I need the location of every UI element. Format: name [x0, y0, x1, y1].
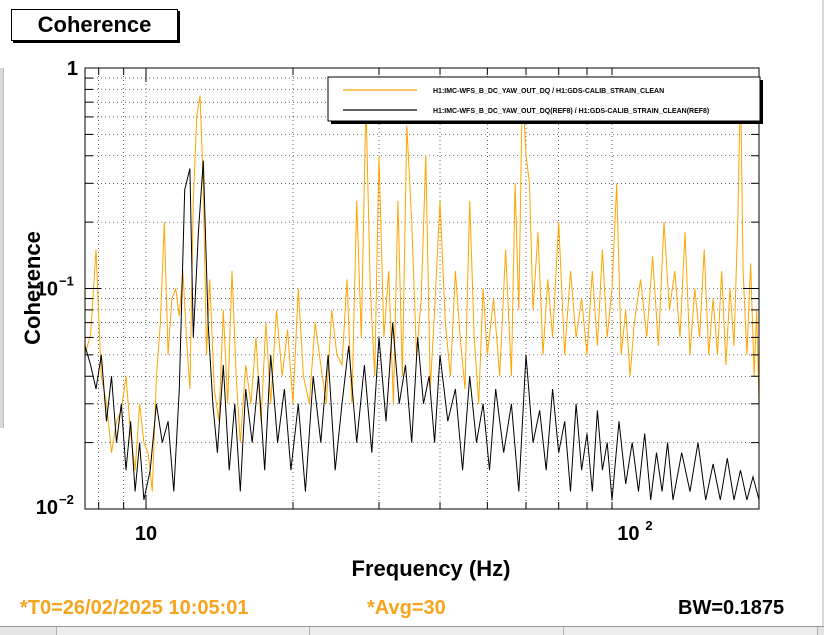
footer-avg: *Avg=30: [367, 597, 446, 619]
legend: H1:IMC-WFS_B_DC_YAW_OUT_DQ / H1:GDS-CALI…: [327, 76, 763, 124]
left-window-edge: [0, 68, 4, 428]
y-tick-label: 10: [36, 279, 58, 301]
y-tick-exponent: −1: [59, 274, 74, 289]
bottom-button-3[interactable]: [563, 627, 818, 635]
bottom-button-2[interactable]: [309, 627, 564, 635]
series-layer: [85, 78, 759, 501]
x-axis-title: Frequency (Hz): [352, 556, 511, 581]
legend-label-current: H1:IMC-WFS_B_DC_YAW_OUT_DQ / H1:GDS-CALI…: [433, 88, 664, 95]
x-tick-exponent: 2: [645, 518, 652, 533]
y-tick-label: 1: [67, 58, 78, 80]
x-tick-label: 10: [135, 523, 157, 545]
series-current-line: [85, 78, 759, 492]
right-window-edge: [822, 0, 824, 628]
bottom-button-1[interactable]: [56, 627, 310, 635]
footer-bw: BW=0.1875: [678, 597, 785, 619]
x-tick-label: 10: [617, 523, 639, 545]
plot-title-box: Coherence: [11, 9, 178, 41]
series-reference-line: [85, 160, 759, 501]
legend-label-reference: H1:IMC-WFS_B_DC_YAW_OUT_DQ(REF8) / H1:GD…: [433, 108, 709, 115]
y-tick-label: 10: [36, 497, 58, 519]
bottom-button-bar: [0, 626, 824, 635]
legend-box: [327, 76, 761, 122]
y-tick-exponent: −2: [59, 492, 74, 507]
y-axis-title: Coherence: [20, 231, 45, 345]
footer-t0: *T0=26/02/2025 10:05:01: [20, 597, 249, 619]
